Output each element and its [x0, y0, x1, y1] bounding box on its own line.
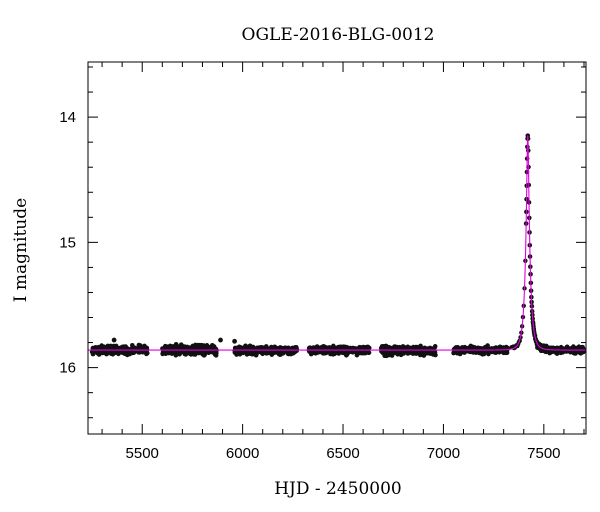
- x-tick-label: 6500: [326, 445, 359, 462]
- data-point: [432, 344, 438, 349]
- data-point: [366, 345, 372, 351]
- data-point: [111, 337, 117, 343]
- y-tick-label: 16: [59, 360, 76, 377]
- plot-frame: [87, 61, 587, 435]
- data-point: [192, 352, 198, 357]
- y-tick-label: 15: [59, 234, 76, 251]
- data-point: [504, 350, 510, 356]
- x-tick-label: 7500: [527, 445, 560, 462]
- axis-ticks: 5500 6000 6500 7000 7500 14 15 16: [59, 62, 586, 462]
- chart-title: OGLE-2016-BLG-0012: [242, 25, 435, 45]
- data-point: [366, 350, 372, 355]
- x-tick-label: 6000: [226, 445, 259, 462]
- data-point: [144, 350, 150, 356]
- model-curve: [88, 135, 586, 351]
- x-tick-label: 5500: [126, 445, 159, 462]
- data-point: [232, 338, 237, 344]
- data-point: [433, 352, 438, 358]
- data-point: [218, 337, 223, 343]
- y-tick-label: 14: [59, 109, 76, 126]
- data-point: [294, 347, 300, 352]
- x-axis-label: HJD - 2450000: [274, 479, 402, 499]
- y-axis-label: I magnitude: [11, 198, 31, 302]
- x-tick-label: 7000: [427, 445, 460, 462]
- data-points: [89, 133, 587, 359]
